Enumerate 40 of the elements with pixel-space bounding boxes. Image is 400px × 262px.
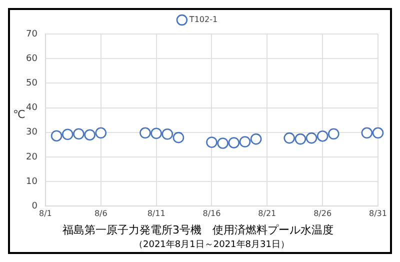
y-tick-label: 50 <box>26 78 38 89</box>
point <box>294 133 306 145</box>
y-tick-label: 20 <box>26 152 38 162</box>
point <box>328 128 340 140</box>
x-tick-label: 8/6 <box>94 209 108 218</box>
point <box>217 138 228 149</box>
text: 福島第一原子力発電所3号機 使用済燃料プール水温度 <box>62 223 334 236</box>
y-tick-label: 40 <box>26 103 38 114</box>
point <box>140 127 151 139</box>
x-tick-label: 8/31 <box>369 209 387 218</box>
x-tick-label: 8/26 <box>314 209 332 218</box>
point <box>206 136 218 148</box>
y-axis-title: ℃ <box>13 108 26 121</box>
point <box>306 132 318 144</box>
point <box>150 128 162 140</box>
point <box>228 137 240 148</box>
y-tick-label: 60 <box>26 54 38 64</box>
legend-label: T102-1 <box>188 15 218 24</box>
y-tick-label: 70 <box>26 29 38 40</box>
point <box>73 128 84 140</box>
x-tick-label: 8/16 <box>202 209 221 218</box>
point <box>250 133 262 145</box>
point <box>84 129 96 141</box>
point <box>361 127 373 139</box>
x-tick-label: 8/1 <box>39 209 52 218</box>
point <box>316 130 328 142</box>
point <box>95 127 107 139</box>
point <box>172 132 184 144</box>
y-tick-label: 10 <box>26 176 38 187</box>
text: （2021年8月1日～2021年8月31日） <box>134 238 290 250</box>
point <box>239 136 251 148</box>
x-tick-label: 8/11 <box>147 209 166 218</box>
point <box>284 132 295 144</box>
y-tick-label: 0 <box>32 202 38 212</box>
point <box>50 130 62 142</box>
point <box>162 128 174 140</box>
point <box>62 128 74 140</box>
y-tick-label: 30 <box>26 128 38 138</box>
x-tick-label: 8/21 <box>258 209 276 218</box>
point <box>372 127 384 139</box>
